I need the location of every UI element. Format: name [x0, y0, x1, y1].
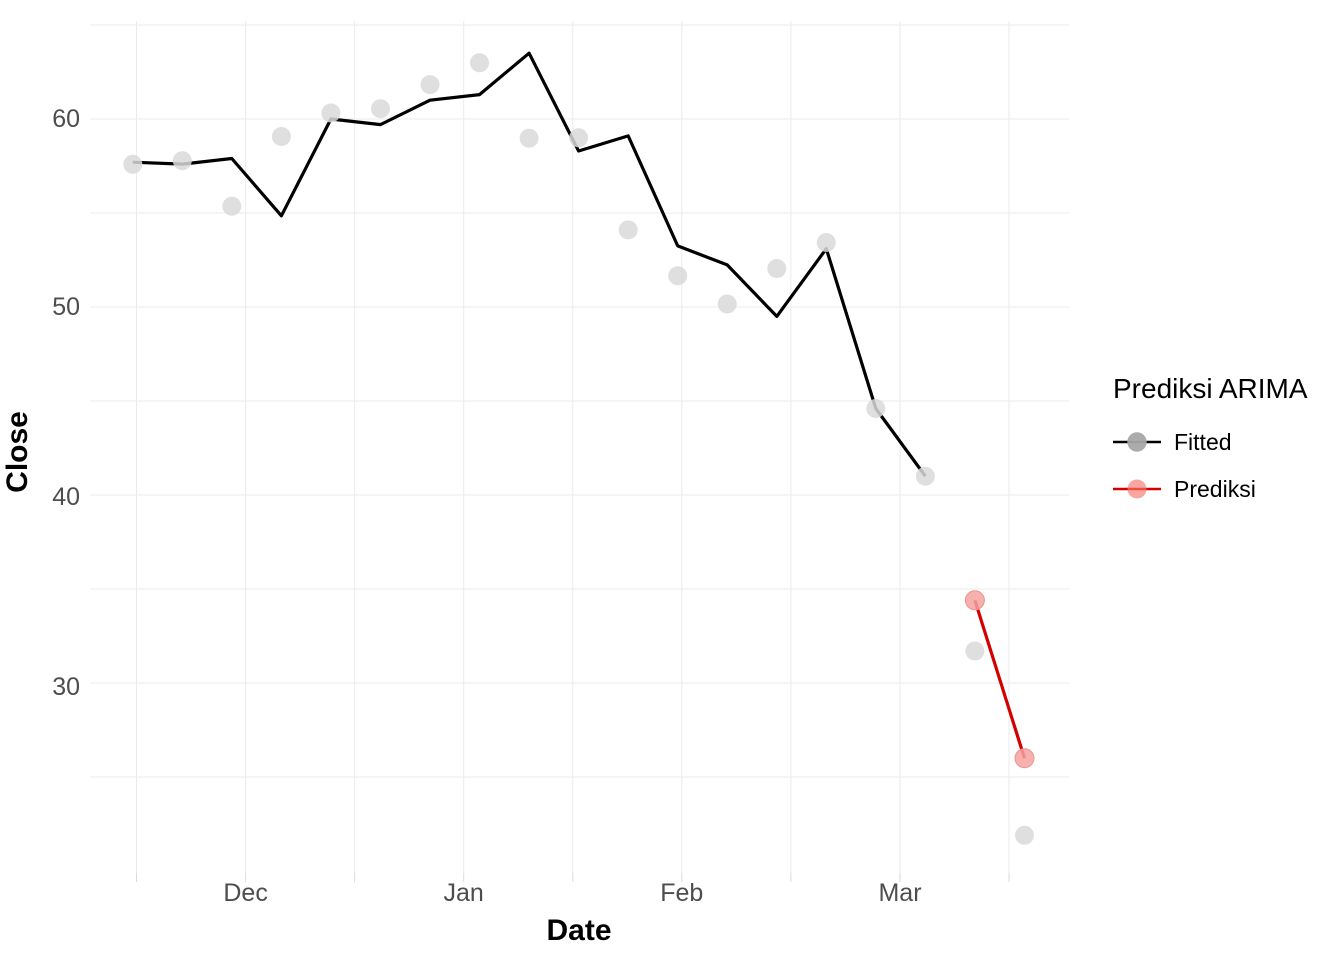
svg-text:Prediksi ARIMA: Prediksi ARIMA	[1113, 373, 1308, 404]
svg-text:Dec: Dec	[223, 879, 267, 907]
svg-text:Feb: Feb	[660, 879, 703, 907]
svg-text:60: 60	[52, 105, 80, 133]
svg-text:Close: Close	[1, 411, 34, 493]
svg-text:Date: Date	[546, 914, 611, 947]
svg-text:40: 40	[52, 483, 80, 511]
svg-text:50: 50	[52, 293, 80, 321]
svg-text:30: 30	[52, 673, 80, 701]
svg-text:Mar: Mar	[878, 879, 921, 907]
svg-text:Jan: Jan	[444, 879, 484, 907]
svg-text:Prediksi: Prediksi	[1174, 476, 1256, 502]
svg-text:Fitted: Fitted	[1174, 429, 1232, 455]
